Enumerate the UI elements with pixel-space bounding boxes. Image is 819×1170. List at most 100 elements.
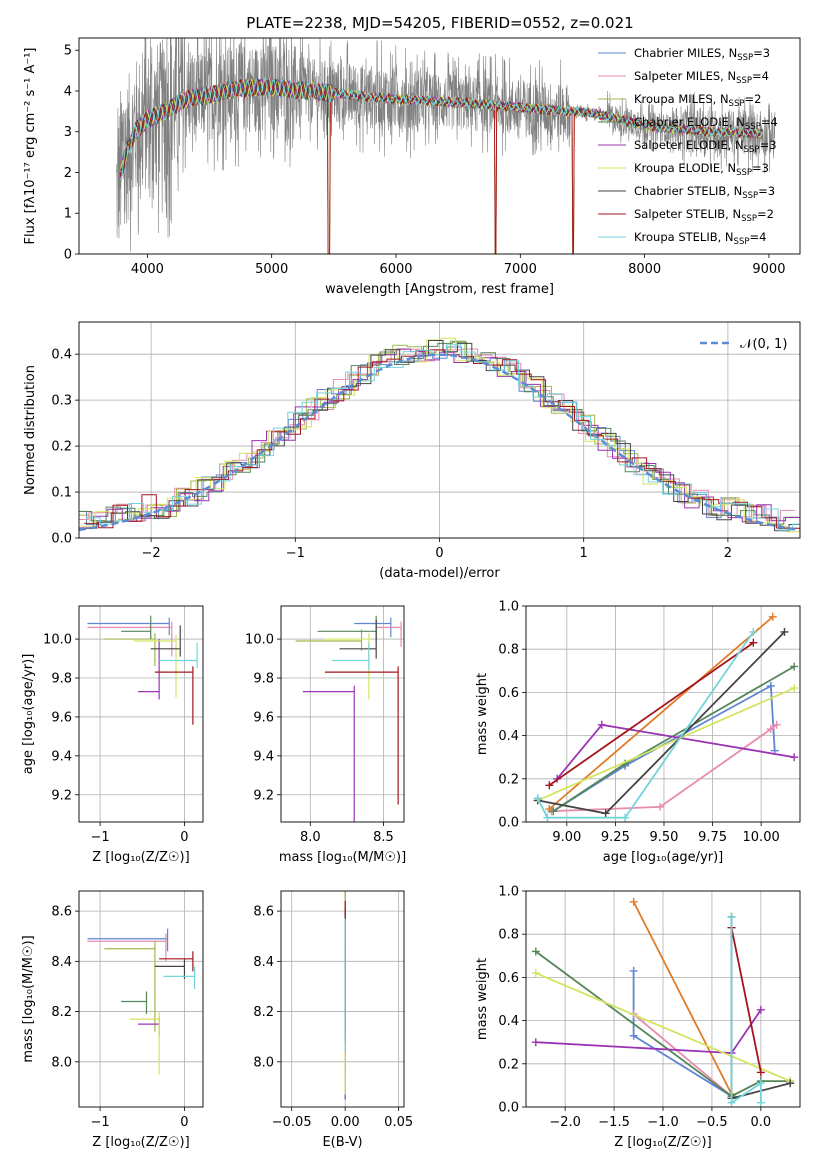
- weight-line: [730, 916, 762, 1105]
- weight-marker: [749, 638, 758, 647]
- legend-subscript: SSP: [744, 145, 760, 155]
- tick-label-x: 7000: [504, 262, 537, 277]
- weight-marker: [756, 1068, 765, 1077]
- weight-marker: [531, 1038, 540, 1047]
- weight-series-chabrier-stelib: [533, 627, 789, 818]
- legend-subscript: SSP: [729, 99, 745, 109]
- errorbar-salpeter-stelib: [159, 951, 194, 972]
- model-line-kroupa-stelib: [119, 76, 763, 180]
- tick-label-y: 1.0: [498, 885, 519, 900]
- weight-line: [537, 687, 795, 802]
- tick-label-x: 10.00: [743, 830, 780, 845]
- legend-entry: Salpeter STELIB, NSSP=2: [634, 207, 774, 224]
- axes-frame: [280, 605, 405, 823]
- weight-line: [535, 1009, 762, 1054]
- mass_age-plot-area: [295, 615, 402, 822]
- legend-entry: Chabrier ELODIE, NSSP=4: [634, 115, 778, 132]
- legend-entry: Kroupa MILES, NSSP=2: [634, 92, 761, 109]
- tick-label-y: 0.4: [51, 348, 72, 363]
- ebv_mass-panel: −0.05 0.00 0.05 8.0 8.2 8.4 8.6 E(B-V): [253, 890, 413, 1150]
- tick-label-y: 0.1: [51, 486, 72, 501]
- legend-suffix: =3: [760, 138, 777, 152]
- legend-text: Kroupa MILES, N: [634, 92, 729, 106]
- weight-marker: [790, 662, 799, 671]
- legend-text: Chabrier MILES, N: [634, 46, 737, 60]
- legend-suffix: =4: [761, 115, 778, 129]
- tick-label-x: −1.5: [598, 1115, 630, 1130]
- tick-label-y: 0.2: [51, 440, 72, 455]
- tick-label-y: 8.0: [253, 1055, 274, 1070]
- z_weight-plot-area: [531, 897, 795, 1107]
- data-spectrum-line: [116, 38, 776, 252]
- weight-marker: [549, 807, 558, 816]
- tick-label-x: 0: [435, 546, 443, 561]
- tick-label-x: 6000: [379, 262, 412, 277]
- errorbar-salpeter-elodie: [302, 685, 355, 822]
- errorbar-chabrier-miles: [87, 928, 169, 952]
- tick-label-y: 0.6: [498, 971, 519, 986]
- legend-entry: Salpeter ELODIE, NSSP=3: [634, 138, 777, 155]
- errorbar-salpeter-elodie: [138, 639, 160, 700]
- tick-label-x: 5000: [255, 262, 288, 277]
- z_mass-plot-area: [87, 928, 196, 1075]
- legend-text: Kroupa ELODIE, N: [634, 161, 736, 175]
- z_mass-panel: −1 0 8.0 8.2 8.4 8.6 Z [log₁₀(Z/Z☉)] mass [log₁…: [21, 890, 204, 1150]
- tick-label-y: 9.6: [51, 710, 72, 725]
- tick-label-x: 8.5: [373, 830, 394, 845]
- weight-marker: [766, 681, 775, 690]
- legend-text: Chabrier STELIB, N: [634, 184, 742, 198]
- axes-frame: [525, 890, 801, 1108]
- tick-label-x: −2: [142, 546, 161, 561]
- spectrum-panel: 4000 5000 6000 7000 8000 9000 0 1 2 3 4 5 wavelength…: [23, 37, 801, 297]
- tick-label-y: 0.4: [498, 1014, 519, 1029]
- tick-label-y: 0.0: [498, 816, 519, 831]
- weight-marker: [749, 627, 758, 636]
- histogram-kroupa-elodie: [80, 337, 800, 533]
- axis-label-x: (data-model)/error: [379, 566, 500, 581]
- legend-entry: 𝒩(0, 1): [740, 337, 787, 352]
- tick-label-y: 8.0: [51, 1055, 72, 1070]
- errorbar-kroupa-elodie: [129, 1011, 160, 1075]
- tick-label-y: 9.4: [253, 749, 274, 764]
- errorbar-chabrier-stelib: [154, 958, 186, 979]
- legend-suffix: =3: [753, 46, 770, 60]
- tick-label-x: −2.0: [549, 1115, 581, 1130]
- legend-suffix: =2: [757, 207, 774, 221]
- tick-label-y: 1.0: [498, 600, 519, 615]
- legend-entry: Chabrier STELIB, NSSP=3: [634, 184, 775, 201]
- weight-marker: [727, 1098, 736, 1107]
- gaussian-curve: [79, 353, 800, 532]
- tick-label-x: 9000: [752, 262, 785, 277]
- tick-label-y: 3: [64, 125, 72, 140]
- weight-marker: [545, 781, 554, 790]
- legend-subscript: SSP: [736, 76, 752, 86]
- errorbar-salpeter-miles: [87, 933, 167, 962]
- legend-suffix: =2: [744, 92, 761, 106]
- weight-marker: [790, 684, 799, 693]
- weight-line: [730, 927, 762, 1073]
- legend-subscript: SSP: [736, 168, 752, 178]
- weight-series-kroupa-elodie: [533, 684, 799, 805]
- errorbar-chabrier-elodie: [317, 615, 377, 642]
- weight-marker: [772, 720, 781, 729]
- tick-label-x: 0: [180, 830, 188, 845]
- axis-label-x: Z [log₁₀(Z/Z☉)]: [614, 1135, 711, 1150]
- legend-suffix: =4: [749, 230, 766, 244]
- age_weight-plot-area: [533, 612, 799, 822]
- tick-label-x: 2: [724, 546, 732, 561]
- tick-label-y: 2: [64, 166, 72, 181]
- weight-marker: [629, 897, 638, 906]
- z_age-plot-area: [87, 615, 198, 725]
- axis-label-x: wavelength [Angstrom, rest frame]: [325, 282, 554, 297]
- weight-series-salpeter-stelib: [545, 638, 758, 790]
- legend-text: Chabrier ELODIE, N: [634, 115, 745, 129]
- residuals-plot-area: [79, 337, 800, 533]
- tick-label-x: −0.5: [696, 1115, 728, 1130]
- axis-label-y: mass weight: [475, 958, 490, 1040]
- tick-label-y: 8.2: [51, 1005, 72, 1020]
- axis-label-x: E(B-V): [322, 1135, 362, 1150]
- weight-marker: [621, 813, 630, 822]
- tick-label-x: −1: [91, 1115, 110, 1130]
- tick-label-y: 8.4: [51, 955, 72, 970]
